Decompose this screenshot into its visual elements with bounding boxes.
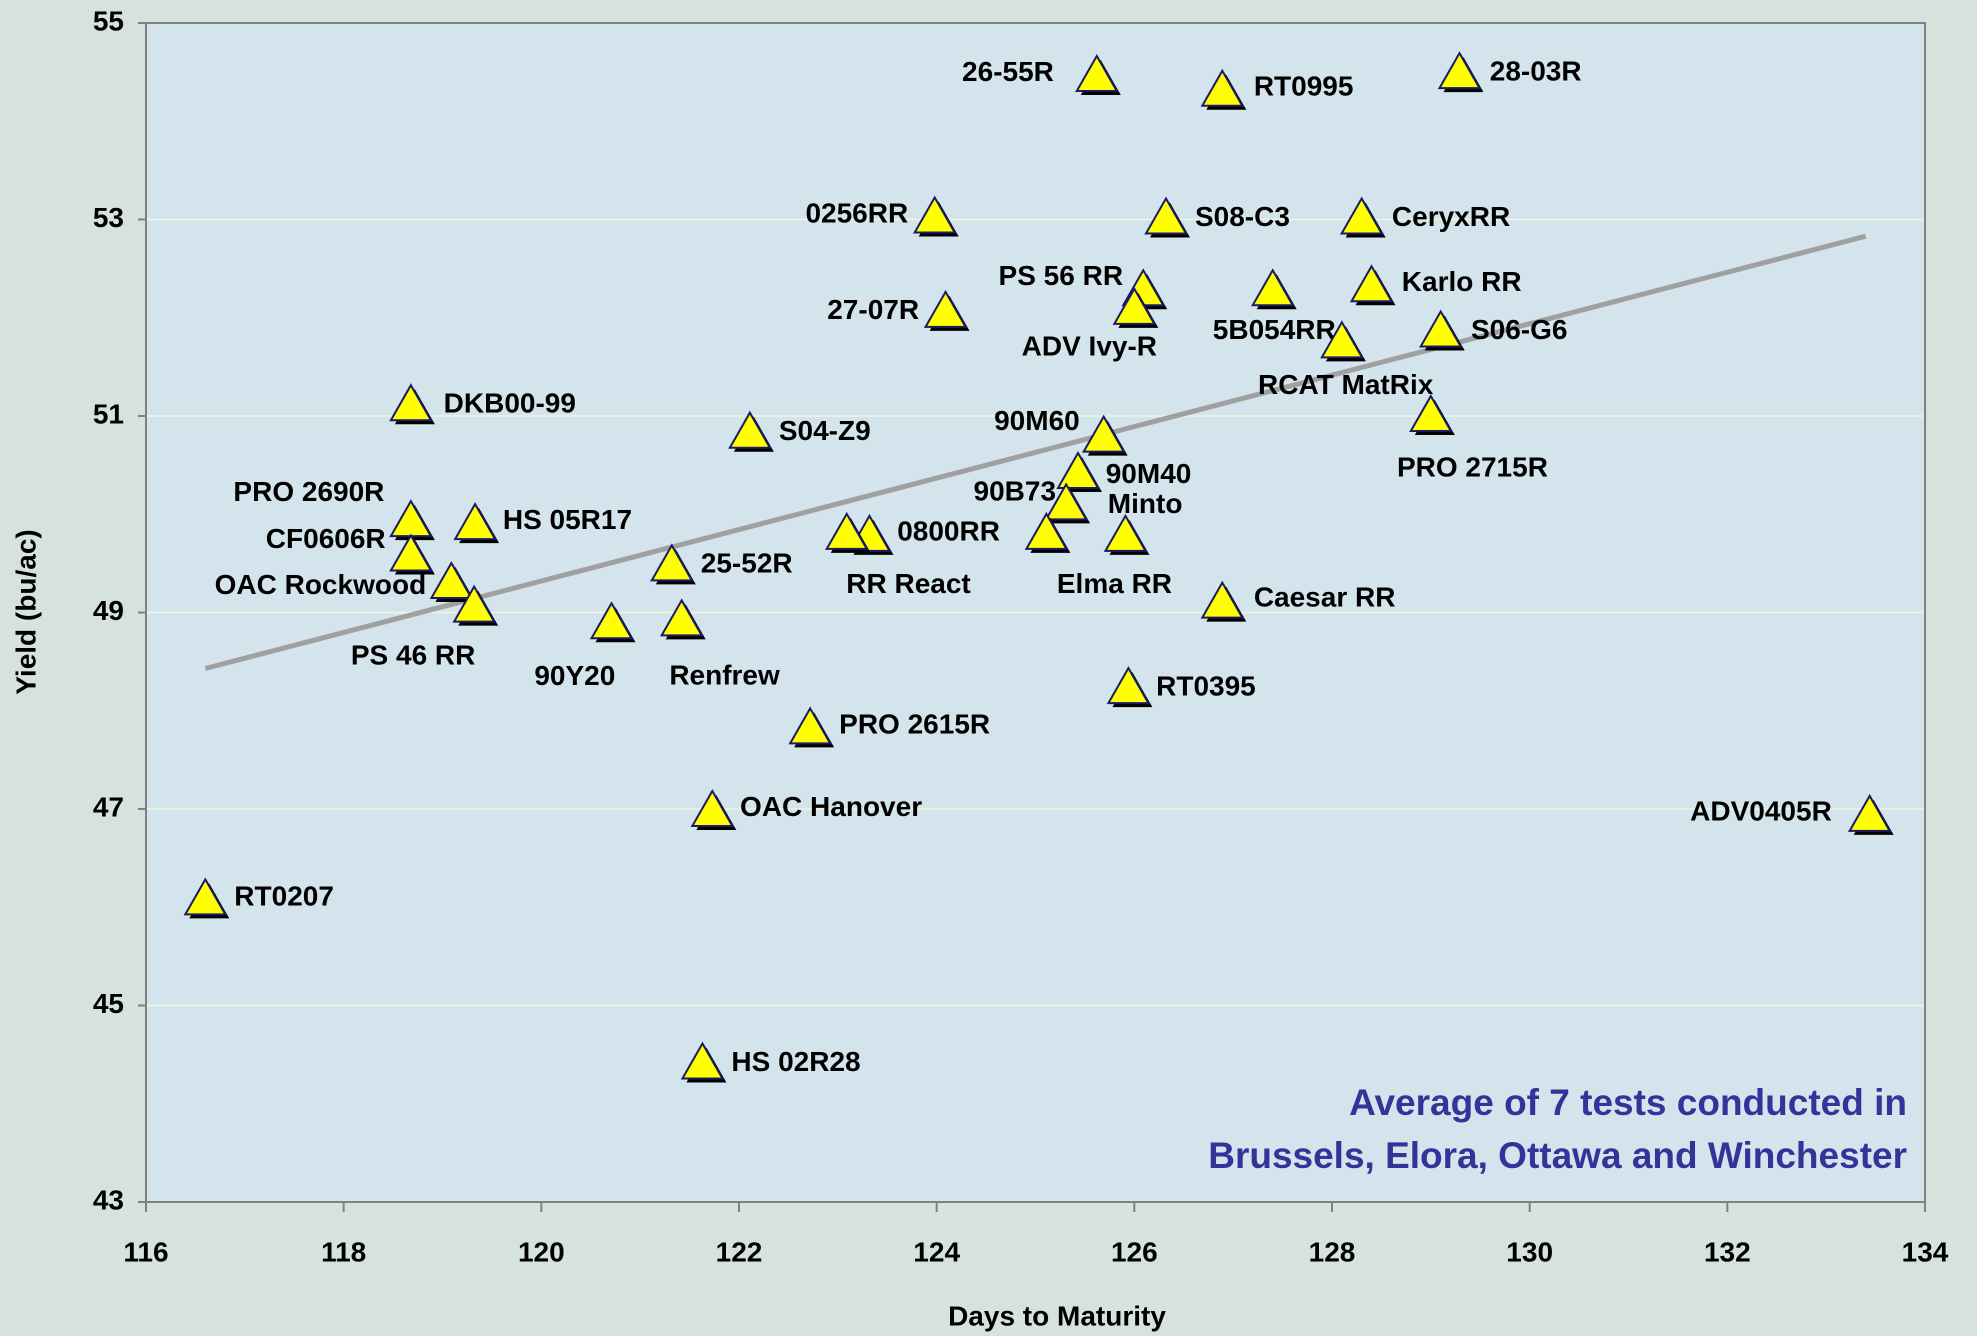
point-label: HS 02R28: [731, 1046, 860, 1077]
y-tick-label: 51: [93, 398, 124, 429]
point-label: PS 46 RR: [351, 639, 476, 670]
point-label: Caesar RR: [1254, 581, 1396, 612]
marker: [1339, 196, 1384, 235]
y-axis-label: Yield (bu/ac): [10, 529, 41, 694]
x-tick-label: 118: [321, 1236, 366, 1267]
marker: [1320, 320, 1364, 359]
point-label: HS 05R17: [503, 504, 632, 535]
marker: [389, 533, 433, 572]
x-tick-label: 120: [518, 1236, 565, 1267]
point-label: 90Y20: [534, 660, 615, 691]
point-label: CeryxRR: [1392, 201, 1510, 232]
x-tick-label: 134: [1902, 1236, 1949, 1267]
point-label: 90M60: [994, 405, 1080, 436]
marker: [912, 195, 957, 234]
point-label: CF0606R: [266, 523, 386, 554]
point-label: 90M40: [1106, 458, 1192, 489]
marker: [389, 383, 433, 422]
marker: [1409, 393, 1453, 432]
marker: [788, 706, 832, 745]
marker: [1847, 793, 1892, 832]
point-label: RT0207: [234, 881, 334, 912]
marker: [1075, 54, 1119, 93]
point-label: ADV0405R: [1690, 796, 1832, 827]
point-label: 0800RR: [897, 516, 1000, 547]
x-tick-label: 132: [1704, 1236, 1751, 1267]
point-label: ADV Ivy-R: [1022, 330, 1157, 361]
point-label: PS 56 RR: [999, 260, 1124, 291]
point-label: 25-52R: [701, 548, 793, 579]
marker: [183, 877, 228, 916]
marker: [680, 1041, 725, 1080]
marker: [1024, 511, 1069, 550]
point-label: Karlo RR: [1402, 266, 1522, 297]
point-label: RT0395: [1156, 671, 1256, 702]
marker: [923, 289, 968, 328]
marker: [1103, 513, 1148, 552]
point-label: PRO 2715R: [1397, 451, 1548, 482]
marker: [589, 601, 634, 640]
point-label: RR React: [846, 568, 970, 599]
trendline: [204, 233, 1867, 671]
annotation: Brussels, Elora, Ottawa and Winchester: [1208, 1135, 1907, 1176]
marker: [1112, 286, 1157, 325]
point-label: 0256RR: [805, 197, 908, 228]
point-label: DKB00-99: [444, 388, 576, 419]
marker: [1349, 264, 1394, 303]
y-tick-label: 43: [93, 1184, 124, 1215]
marker: [1200, 68, 1245, 107]
point-label: 28-03R: [1490, 55, 1582, 86]
point-label: PRO 2690R: [233, 476, 384, 507]
marker: [453, 502, 497, 541]
x-tick-label: 116: [123, 1236, 168, 1267]
marker: [650, 543, 694, 582]
point-label: 26-55R: [962, 56, 1054, 87]
point-label: Renfrew: [669, 659, 780, 690]
marker: [1418, 309, 1463, 348]
point-label: S06-G6: [1471, 314, 1568, 345]
point-label: RCAT MatRix: [1258, 369, 1434, 400]
point-label: 90B73: [974, 475, 1057, 506]
y-tick-label: 49: [93, 595, 124, 626]
point-label: PRO 2615R: [839, 708, 990, 739]
point-label: OAC Rockwood: [215, 569, 427, 600]
x-axis-label: Days to Maturity: [948, 1300, 1166, 1331]
point-label: 5B054RR: [1213, 314, 1336, 345]
annotation: Average of 7 tests conducted in: [1349, 1082, 1907, 1123]
x-tick-label: 126: [1111, 1236, 1158, 1267]
y-tick-label: 53: [93, 202, 124, 233]
marker: [1200, 580, 1245, 619]
x-tick-label: 130: [1506, 1236, 1553, 1267]
point-label: Minto: [1108, 488, 1183, 519]
point-label: 27-07R: [827, 294, 919, 325]
point-label: RT0995: [1254, 71, 1354, 102]
marker: [1044, 482, 1088, 521]
marker: [1106, 666, 1151, 705]
x-tick-label: 124: [913, 1236, 960, 1267]
y-tick-label: 47: [93, 791, 124, 822]
plot-border: [145, 22, 1926, 1203]
marker: [728, 410, 772, 449]
marker: [429, 561, 474, 600]
point-label: S04-Z9: [779, 415, 871, 446]
point-label: OAC Hanover: [740, 791, 922, 822]
y-tick-label: 45: [93, 988, 124, 1019]
marker: [452, 584, 496, 623]
point-label: S08-C3: [1195, 201, 1290, 232]
x-tick-label: 128: [1309, 1236, 1356, 1267]
marker: [1056, 450, 1100, 489]
x-tick-label: 122: [716, 1236, 763, 1267]
marker: [825, 511, 869, 550]
marker: [1250, 268, 1295, 307]
marker: [1144, 196, 1188, 235]
y-tick-label: 55: [93, 5, 124, 36]
marker: [659, 598, 704, 637]
point-label: Elma RR: [1057, 568, 1172, 599]
marker: [690, 788, 735, 827]
marker: [1437, 51, 1482, 90]
marker: [1081, 414, 1126, 453]
